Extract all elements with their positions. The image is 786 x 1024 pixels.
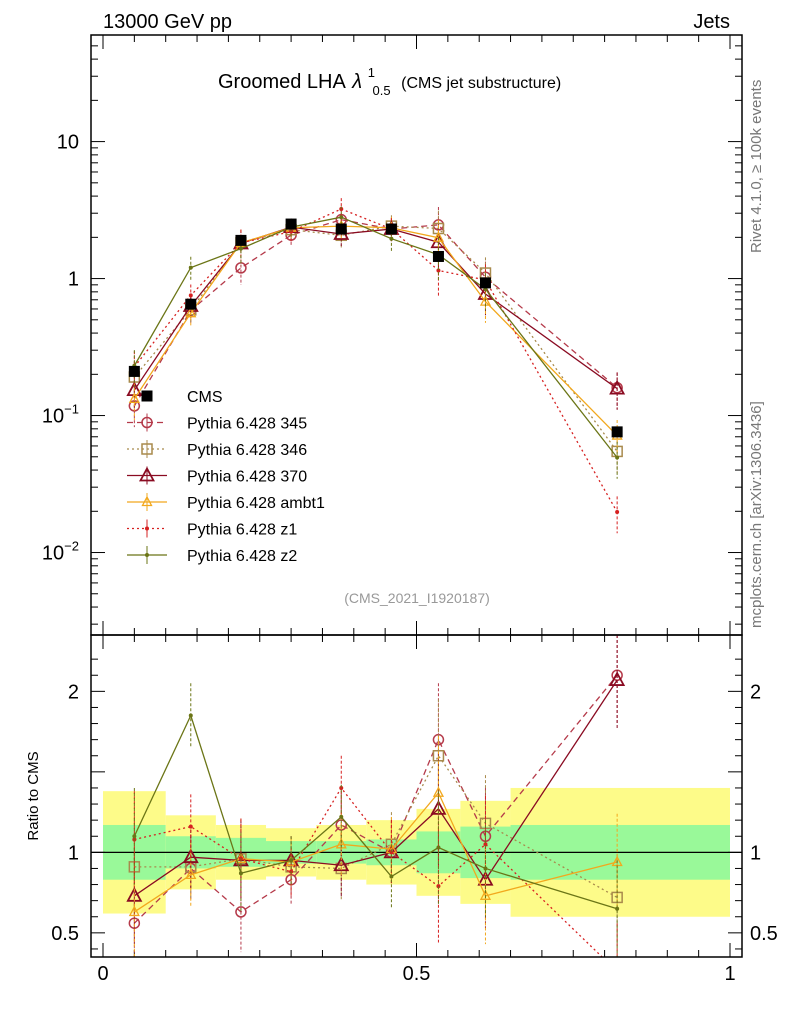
series-point-z2 bbox=[238, 246, 243, 251]
mcplots-label: mcplots.cern.ch [arXiv:1306.3436] bbox=[748, 401, 765, 628]
series-ratio-point-z2 bbox=[483, 866, 488, 871]
series-ratio-point-z1 bbox=[389, 850, 394, 855]
legend-label-p345: Pythia 6.428 345 bbox=[187, 416, 307, 433]
legend-label-ambt1: Pythia 6.428 ambt1 bbox=[187, 495, 325, 512]
series-ratio-point-p345 bbox=[235, 906, 247, 918]
series-ratio-point-z1 bbox=[436, 884, 441, 889]
data-point bbox=[235, 234, 247, 246]
legend-label-p370: Pythia 6.428 370 bbox=[187, 469, 307, 486]
y-tick-base: 10 bbox=[42, 543, 64, 565]
legend-marker-ambt1 bbox=[141, 495, 153, 507]
series-line-p346 bbox=[133, 225, 618, 452]
data-point bbox=[128, 365, 140, 377]
y-tick-label: 10−1 bbox=[42, 402, 79, 428]
x-tick-label: 0.5 bbox=[403, 963, 431, 985]
series-ratio-point-z2 bbox=[289, 858, 294, 863]
series-ratio-point-z2 bbox=[188, 713, 193, 718]
y-tick-base: 10 bbox=[42, 406, 64, 428]
title-sub: 0.5 bbox=[373, 83, 391, 98]
series-ratio-point-z2 bbox=[389, 874, 394, 879]
data-point bbox=[285, 218, 297, 230]
plot-title: Groomed LHA λ 1 0.5 (CMS jet substructur… bbox=[218, 60, 561, 100]
main-frame bbox=[90, 34, 743, 636]
y-tick-label: 10 bbox=[57, 132, 79, 154]
series-point-z1 bbox=[615, 510, 620, 515]
data-point bbox=[611, 426, 623, 438]
series-ratio-point-z1 bbox=[339, 785, 344, 790]
legend-label-z1: Pythia 6.428 z1 bbox=[187, 522, 297, 539]
series-line-z1 bbox=[133, 208, 618, 513]
data-point bbox=[335, 223, 347, 235]
series-ratio-point-z1 bbox=[188, 824, 193, 829]
series-point-ambt1 bbox=[128, 392, 140, 404]
series-point-z2 bbox=[615, 455, 620, 460]
series-ratio-point-p370 bbox=[182, 848, 199, 864]
series-ratio-point-p370 bbox=[609, 671, 626, 686]
legend-label-data: CMS bbox=[187, 389, 223, 406]
x-tick-label: 0 bbox=[97, 963, 108, 985]
series-ratio-point-ambt1 bbox=[185, 868, 197, 880]
legend-marker-data bbox=[141, 390, 153, 402]
series-point-z2 bbox=[339, 215, 344, 220]
series-point-ambt1 bbox=[432, 231, 445, 242]
series-ratio-point-ambt1 bbox=[479, 889, 492, 900]
legend-marker-z2 bbox=[145, 553, 149, 557]
ratio-plot: 2 2 1 1 0.5 0.5 0 0.5 1 bbox=[51, 634, 778, 985]
y-tick-exp: −1 bbox=[64, 402, 79, 417]
ratio-y-tick-label: 1 bbox=[68, 842, 79, 864]
series-ratio-point-z1 bbox=[483, 842, 488, 847]
title-lambda: λ bbox=[351, 71, 362, 93]
ratio-ylabel: Ratio to CMS bbox=[25, 751, 42, 840]
series-point-z1 bbox=[436, 268, 441, 273]
legend-marker-p370 bbox=[138, 466, 156, 482]
legend-label-p346: Pythia 6.428 346 bbox=[187, 442, 307, 459]
title-main: Groomed LHA bbox=[218, 71, 346, 93]
series-ratio-point-p346 bbox=[432, 750, 445, 762]
analysis-id: (CMS_2021_I1920187) bbox=[344, 590, 490, 606]
legend: CMS Pythia 6.428 345 Pythia 6.428 346 Pythi… bbox=[127, 389, 325, 565]
ratio-y-tick-label: 0.5 bbox=[51, 923, 79, 945]
series-line-p345 bbox=[133, 219, 618, 407]
data-point bbox=[385, 223, 397, 235]
series-ratio-point-ambt1 bbox=[335, 837, 347, 849]
ratio-y-tick-label: 2 bbox=[68, 681, 79, 703]
x-tick-label: 1 bbox=[724, 963, 735, 985]
ratio-frame bbox=[90, 634, 743, 958]
series-ratio-point-z2 bbox=[238, 871, 243, 876]
series-ratio-point-z2 bbox=[132, 834, 137, 839]
rivet-label: Rivet 4.1.0, ≥ 100k events bbox=[748, 80, 765, 253]
series-ratio-line-p345 bbox=[133, 674, 618, 924]
data-point bbox=[185, 298, 197, 310]
legend-marker-p346 bbox=[141, 443, 153, 455]
y-tick-label: 1 bbox=[68, 269, 79, 291]
title-suffix: (CMS jet substructure) bbox=[401, 75, 561, 92]
series-point-ambt1 bbox=[185, 306, 197, 318]
series-point-z2 bbox=[188, 265, 193, 270]
y-tick-exp: −2 bbox=[64, 539, 79, 554]
y-tick-label: 10−2 bbox=[42, 539, 79, 565]
series-point-z2 bbox=[389, 236, 394, 241]
legend-marker-p345 bbox=[141, 416, 153, 429]
header-right: Jets bbox=[693, 11, 730, 33]
series-ratio-point-z2 bbox=[615, 906, 620, 911]
data-point bbox=[479, 277, 491, 289]
legend-label-z2: Pythia 6.428 z2 bbox=[187, 548, 297, 565]
ratio-y-tick-label-right: 2 bbox=[750, 681, 761, 703]
series-ratio-point-z2 bbox=[436, 845, 441, 850]
series-point-z1 bbox=[188, 293, 193, 298]
title-sup: 1 bbox=[368, 65, 375, 80]
ratio-y-tick-label-right: 1 bbox=[750, 842, 761, 864]
series-ratio-point-p370 bbox=[333, 856, 350, 872]
series-ratio-point-ambt1 bbox=[128, 905, 140, 917]
series-ratio-point-z2 bbox=[339, 814, 344, 819]
header-left: 13000 GeV pp bbox=[103, 11, 232, 33]
data-point bbox=[432, 250, 444, 262]
series-point-p370 bbox=[609, 379, 626, 395]
ratio-y-tick-label-right: 0.5 bbox=[750, 923, 778, 945]
legend-marker-z1 bbox=[145, 526, 149, 531]
